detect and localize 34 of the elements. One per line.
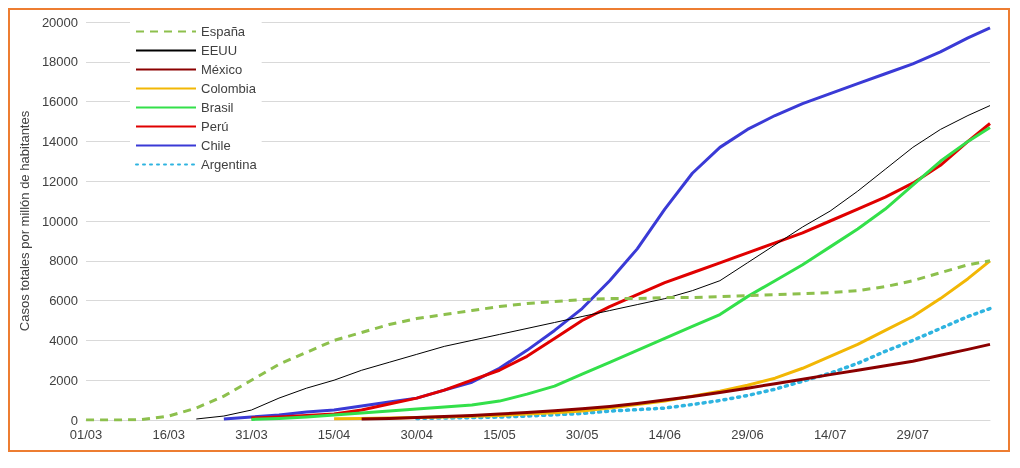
x-tick-label: 14/06	[648, 427, 682, 442]
y-tick-label: 8000	[49, 253, 79, 269]
y-tick-label: 12000	[41, 173, 79, 189]
x-tick-label: 15/05	[483, 427, 516, 442]
y-tick-label: 0	[70, 412, 79, 428]
legend-label: Perú	[201, 119, 229, 134]
y-axis-title: Casos totales por millón de habitantes	[17, 110, 32, 332]
y-tick-label: 2000	[49, 372, 79, 388]
x-tick-label: 01/03	[69, 427, 103, 442]
line-series	[415, 306, 992, 421]
x-tick-label: 29/07	[896, 427, 930, 442]
line-series	[84, 259, 992, 422]
y-tick-label: 4000	[49, 332, 79, 348]
legend-label: Argentina	[201, 157, 258, 172]
x-tick-label: 30/05	[565, 427, 599, 442]
y-tick-label: 10000	[41, 213, 79, 229]
legend-label: EEUU	[201, 43, 238, 58]
y-tick-label: 16000	[41, 94, 79, 110]
legend-label: Colombia	[201, 81, 257, 96]
legend-label: España	[201, 24, 246, 39]
x-tick-label: 14/07	[813, 427, 847, 442]
x-tick-label: 31/03	[235, 427, 268, 442]
x-tick-label: 15/04	[317, 427, 351, 442]
x-tick-label: 16/03	[152, 427, 185, 442]
legend-label: Chile	[201, 138, 231, 153]
y-tick-label: 20000	[41, 14, 79, 30]
y-tick-label: 18000	[41, 54, 79, 70]
x-tick-label: 29/06	[731, 427, 764, 442]
legend-label: México	[201, 62, 243, 77]
legend-label: Brasil	[201, 100, 234, 115]
y-tick-label: 14000	[41, 133, 79, 149]
line-series	[360, 342, 992, 421]
y-tick-label: 6000	[49, 293, 79, 309]
x-tick-label: 30/04	[400, 427, 434, 442]
